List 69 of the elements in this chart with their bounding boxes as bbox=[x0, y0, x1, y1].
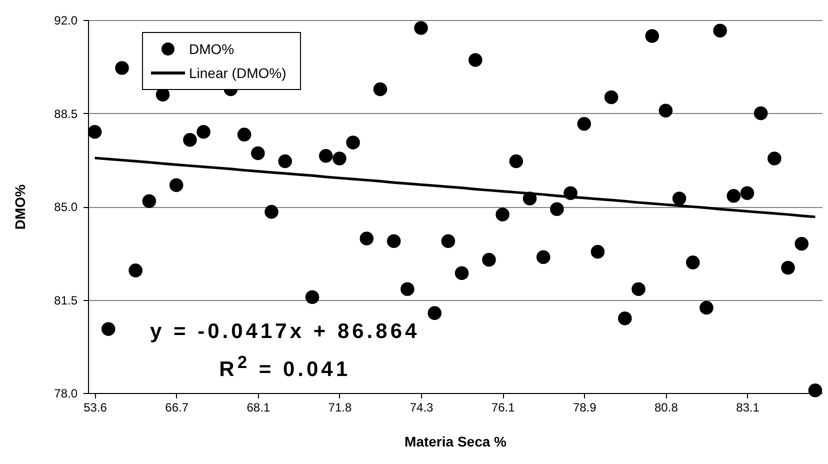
point bbox=[482, 252, 496, 267]
point bbox=[115, 61, 129, 75]
point bbox=[618, 312, 632, 326]
point bbox=[183, 133, 197, 147]
point bbox=[454, 266, 469, 280]
y-tick-label: 92.0 bbox=[54, 14, 78, 28]
annotation: R$^{2}$ = 0.041 bbox=[218, 351, 352, 383]
point bbox=[590, 244, 605, 259]
point bbox=[496, 208, 510, 222]
legend-label: Linear (DMO%) bbox=[189, 65, 286, 81]
point bbox=[632, 282, 646, 296]
y-tick-label: 78.0 bbox=[54, 386, 78, 400]
x-tick-label: 80.8 bbox=[654, 400, 678, 414]
point bbox=[726, 188, 741, 203]
point bbox=[754, 106, 768, 120]
point bbox=[768, 152, 782, 166]
point bbox=[251, 146, 265, 160]
point bbox=[101, 322, 116, 336]
x-tick-label: 66.7 bbox=[165, 400, 189, 414]
point bbox=[604, 90, 618, 104]
legend-label: DMO% bbox=[189, 41, 234, 57]
point bbox=[169, 178, 184, 192]
point bbox=[360, 232, 374, 246]
point bbox=[414, 21, 428, 35]
point bbox=[808, 383, 822, 398]
point bbox=[441, 234, 456, 248]
y-tick-label: 81.5 bbox=[54, 293, 78, 308]
point bbox=[577, 117, 592, 131]
point bbox=[332, 152, 346, 166]
point bbox=[794, 236, 809, 251]
point bbox=[781, 260, 795, 275]
x-tick-label: 76.1 bbox=[491, 400, 516, 414]
point bbox=[237, 128, 252, 142]
point bbox=[550, 202, 564, 216]
x-tick-label: 53.6 bbox=[84, 400, 108, 414]
point bbox=[400, 282, 414, 296]
x-tick-label: 74.3 bbox=[410, 400, 434, 414]
point bbox=[672, 192, 686, 206]
point bbox=[346, 136, 360, 150]
point bbox=[128, 264, 142, 278]
point bbox=[428, 306, 442, 320]
point bbox=[713, 24, 727, 38]
point bbox=[196, 125, 210, 139]
point bbox=[278, 154, 292, 168]
point bbox=[386, 234, 401, 248]
point bbox=[686, 256, 700, 270]
point bbox=[700, 300, 714, 315]
point bbox=[305, 290, 320, 304]
line-series bbox=[93, 156, 817, 218]
point bbox=[740, 186, 754, 200]
point bbox=[318, 149, 333, 163]
x-tick-label: 71.8 bbox=[328, 400, 352, 414]
point bbox=[373, 82, 388, 96]
y-axis-title: DMO% bbox=[12, 184, 28, 230]
x-tick-label: 78.9 bbox=[572, 400, 597, 414]
point bbox=[509, 154, 524, 168]
x-tick-label: 68.1 bbox=[246, 400, 270, 414]
x-tick-label: 83.1 bbox=[736, 400, 760, 414]
point bbox=[142, 194, 156, 208]
y-tick-label: 88.5 bbox=[54, 106, 78, 121]
point bbox=[658, 104, 673, 118]
x-axis-title: Materia Seca % bbox=[404, 434, 508, 450]
point bbox=[88, 125, 102, 139]
y-tick-label: 85.0 bbox=[54, 200, 78, 214]
point bbox=[468, 53, 482, 67]
point bbox=[536, 250, 550, 264]
annotation: y = -0.0417x + 86.864 bbox=[150, 319, 420, 345]
point bbox=[645, 29, 659, 43]
point bbox=[264, 204, 278, 219]
